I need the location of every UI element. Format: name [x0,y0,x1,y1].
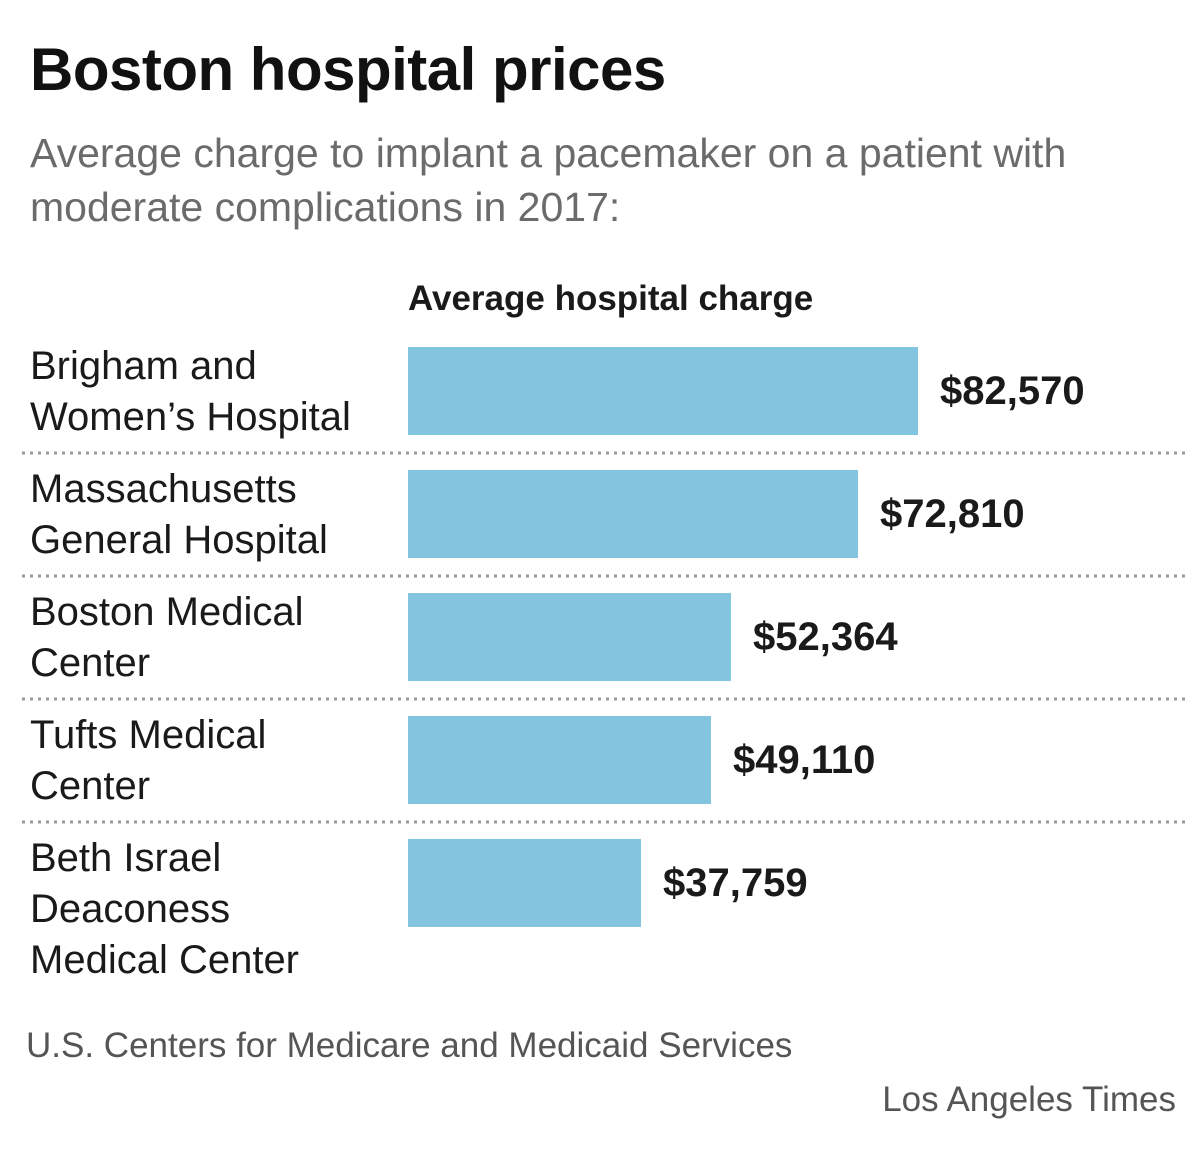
value-label: $52,364 [753,615,898,659]
value-column-header: Average hospital charge [408,279,814,318]
source-note: U.S. Centers for Medicare and Medicaid S… [26,1026,793,1065]
category-label: Tufts Medical Center [30,713,266,808]
category-label: Boston Medical Center [30,590,303,685]
category-label-line: Beth Israel [30,836,221,880]
category-label: Brigham and Women’s Hospital [30,344,351,439]
value-label: $72,810 [880,492,1025,536]
category-label-line: Deaconess [30,887,230,931]
chart-subtitle: Average charge to implant a pacemaker on… [30,130,1067,230]
bar [408,716,711,804]
value-label: $82,570 [940,369,1085,413]
category-label-line: General Hospital [30,518,328,562]
category-label-line: Center [30,641,150,685]
category-label-line: Medical Center [30,938,299,982]
category-label-line: Center [30,764,150,808]
category-label-line: Women’s Hospital [30,395,351,439]
category-label-line: Brigham and [30,344,257,388]
value-label: $49,110 [733,738,875,782]
bar [408,593,731,681]
category-label: Beth Israel Deaconess Medical Center [30,836,299,982]
category-label-line: Tufts Medical [30,713,266,757]
bar [408,470,858,558]
category-label-line: Boston Medical [30,590,303,634]
category-label: Massachusetts General Hospital [30,467,328,562]
chart-title: Boston hospital prices [30,36,666,103]
publisher-credit: Los Angeles Times [882,1080,1176,1119]
value-label: $37,759 [663,861,808,905]
category-label-line: Massachusetts [30,467,297,511]
bar [408,839,641,927]
bar [408,347,918,435]
bar-chart: Brigham and Women’s Hospital $82,570 Massac… [22,344,1186,982]
